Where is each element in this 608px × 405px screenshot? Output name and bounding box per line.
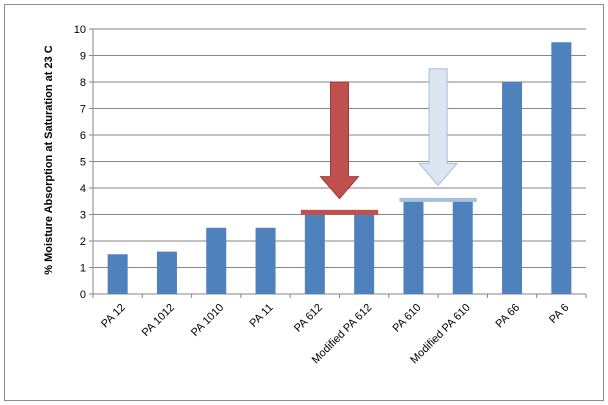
x-tick-label: PA 6: [547, 302, 571, 326]
y-tick-label: 7: [80, 104, 86, 116]
bar: [304, 214, 325, 294]
y-tick-label: 9: [80, 51, 86, 63]
bar: [255, 227, 276, 294]
y-tick-label: 5: [80, 157, 86, 169]
x-tick-label: PA 12: [99, 302, 128, 331]
bar: [403, 201, 424, 294]
y-tick-label: 1: [80, 263, 86, 275]
bar: [502, 82, 523, 294]
y-tick-label: 0: [80, 289, 86, 301]
y-axis-label: % Moisture Absorption at Saturation at 2…: [43, 45, 55, 274]
y-tick-label: 2: [80, 236, 86, 248]
x-tick-label: PA 610: [391, 302, 424, 335]
y-tick-label: 6: [80, 130, 86, 142]
bar: [206, 227, 227, 294]
x-tick-label: PA 1010: [189, 302, 226, 339]
y-tick-label: 3: [80, 210, 86, 222]
chart-area: 0 1 2 3 4 5 6 7 8 9 10 PA 12 PA 1012 PA 1010 PA 11 PA …: [4, 4, 604, 401]
bar: [107, 254, 128, 294]
y-tick-label: 10: [74, 24, 86, 36]
x-tick-label: PA 66: [494, 302, 523, 331]
x-tick-label: PA 1012: [140, 302, 177, 339]
bar: [452, 201, 473, 294]
x-tick-label: PA 612: [292, 302, 325, 335]
x-tick-label: PA 11: [248, 302, 276, 330]
red-down-arrow: [319, 81, 360, 200]
bar: [354, 214, 375, 294]
y-tick-label: 4: [80, 183, 86, 195]
bar: [156, 251, 177, 294]
blue-level-line: [399, 197, 477, 202]
y-tick-label: 8: [80, 77, 86, 89]
bar: [551, 42, 572, 294]
light-blue-down-arrow: [418, 68, 459, 187]
red-level-line: [300, 209, 379, 215]
bar-chart: 0 1 2 3 4 5 6 7 8 9 10 PA 12 PA 1012 PA 1010 PA 11 PA …: [43, 24, 587, 366]
